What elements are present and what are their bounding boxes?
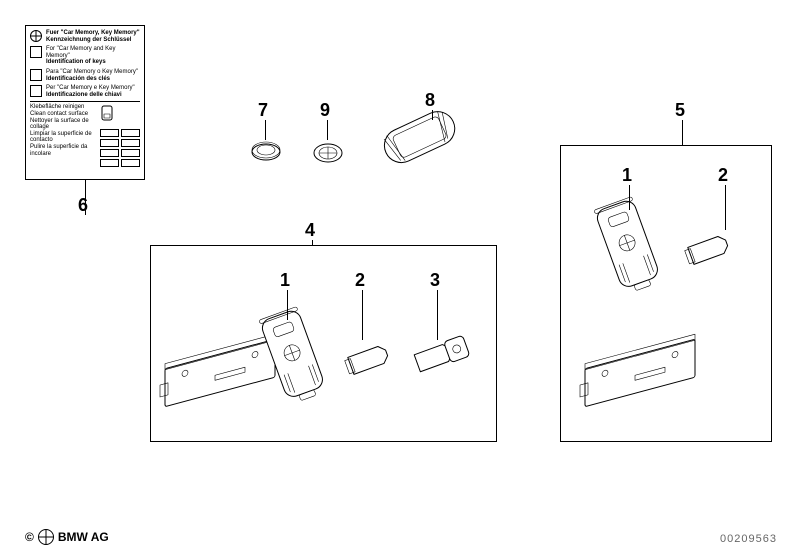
part-key-fob-right bbox=[590, 190, 670, 300]
part-emblem bbox=[312, 142, 344, 164]
callout-leader bbox=[629, 185, 630, 210]
bmw-icon bbox=[38, 529, 54, 545]
callout-number: 7 bbox=[258, 100, 268, 121]
callout-number: 8 bbox=[425, 90, 435, 111]
copyright-text: BMW AG bbox=[58, 530, 109, 544]
part-spare-key bbox=[408, 325, 478, 385]
callout-number: 5 bbox=[675, 100, 685, 121]
legend-row3a: Para "Car Memory o Key Memory" bbox=[46, 69, 138, 75]
callout-leader bbox=[432, 110, 433, 120]
callout-leader bbox=[287, 290, 288, 320]
legend-subtitle: Kennzeichnung der Schlüssel bbox=[46, 37, 131, 43]
callout-leader bbox=[362, 290, 363, 340]
legend-sec4: Limpiar la superficie de contacto bbox=[30, 131, 97, 144]
legend-sec2: Clean contact surface bbox=[30, 111, 97, 118]
part-key-case bbox=[375, 108, 465, 168]
part-battery bbox=[250, 142, 282, 164]
part-module-right bbox=[580, 330, 710, 420]
part-key-blade-main bbox=[340, 330, 400, 390]
callout-number: 1 bbox=[622, 165, 632, 186]
copyright: © BMW AG bbox=[25, 529, 109, 545]
key-mini-icon bbox=[100, 104, 120, 124]
legend-row2a: For "Car Memory and Key Memory" bbox=[46, 46, 115, 59]
diagram-canvas: Fuer "Car Memory, Key Memory" Kennzeichn… bbox=[0, 0, 799, 559]
legend-square-icon bbox=[30, 46, 42, 58]
callout-number: 1 bbox=[280, 270, 290, 291]
legend-row2b: Identification of keys bbox=[46, 59, 106, 65]
legend-row4a: Per "Car Memory e Key Memory" bbox=[46, 85, 135, 91]
diagram-id: 00209563 bbox=[720, 533, 777, 545]
callout-number: 4 bbox=[305, 220, 315, 241]
callout-leader bbox=[725, 185, 726, 230]
legend-sec1: Klebefläche reinigen bbox=[30, 104, 97, 111]
part-key-fob-main bbox=[255, 300, 335, 410]
callout-number: 2 bbox=[355, 270, 365, 291]
legend-square-icon bbox=[30, 85, 42, 97]
bmw-icon bbox=[30, 30, 42, 42]
legend-title: Fuer "Car Memory, Key Memory" bbox=[46, 30, 140, 36]
callout-leader bbox=[265, 120, 266, 140]
legend-card: Fuer "Car Memory, Key Memory" Kennzeichn… bbox=[25, 25, 145, 180]
legend-row3b: Identificación des clés bbox=[46, 76, 110, 82]
legend-sec3: Nettoyer la surface de collage bbox=[30, 118, 97, 131]
callout-number: 3 bbox=[430, 270, 440, 291]
legend-row4b: Identificazione delle chiavi bbox=[46, 92, 122, 98]
legend-square-icon bbox=[30, 69, 42, 81]
legend-sec5: Pulire la superficie da incolare bbox=[30, 144, 97, 157]
callout-number: 2 bbox=[718, 165, 728, 186]
callout-leader bbox=[437, 290, 438, 340]
callout-leader bbox=[682, 120, 683, 145]
callout-leader bbox=[327, 120, 328, 140]
part-key-blade-right bbox=[680, 220, 740, 280]
callout-leader bbox=[85, 180, 86, 215]
callout-leader bbox=[312, 240, 313, 245]
callout-number: 9 bbox=[320, 100, 330, 121]
callout-number: 6 bbox=[78, 195, 88, 216]
copyright-symbol: © bbox=[25, 530, 34, 544]
